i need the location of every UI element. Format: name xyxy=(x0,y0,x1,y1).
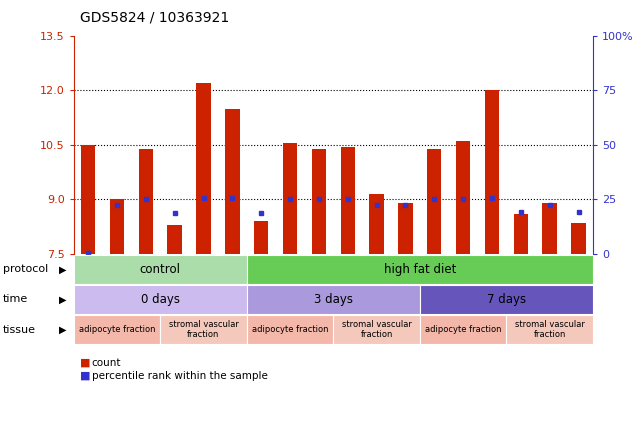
Bar xyxy=(247,315,333,344)
Bar xyxy=(138,148,153,254)
Bar xyxy=(74,285,247,314)
Bar xyxy=(160,315,247,344)
Text: 7 days: 7 days xyxy=(487,293,526,306)
Bar xyxy=(420,315,506,344)
Text: stromal vascular
fraction: stromal vascular fraction xyxy=(169,320,238,339)
Bar xyxy=(542,203,557,254)
Bar xyxy=(427,148,442,254)
Bar xyxy=(74,255,247,284)
Text: ▶: ▶ xyxy=(58,324,66,335)
Bar xyxy=(513,214,528,254)
Text: 0 days: 0 days xyxy=(141,293,179,306)
Bar xyxy=(420,285,593,314)
Bar xyxy=(333,315,420,344)
Bar xyxy=(398,203,413,254)
Bar xyxy=(110,199,124,254)
Bar xyxy=(254,221,269,254)
Bar xyxy=(247,255,593,284)
Text: high fat diet: high fat diet xyxy=(384,263,456,276)
Text: adipocyte fraction: adipocyte fraction xyxy=(79,325,155,334)
Text: ▶: ▶ xyxy=(58,294,66,305)
Text: count: count xyxy=(92,358,121,368)
Bar xyxy=(340,147,355,254)
Text: stromal vascular
fraction: stromal vascular fraction xyxy=(515,320,585,339)
Bar xyxy=(247,285,420,314)
Text: adipocyte fraction: adipocyte fraction xyxy=(425,325,501,334)
Bar xyxy=(369,194,384,254)
Bar xyxy=(485,91,499,254)
Text: ■: ■ xyxy=(80,371,90,381)
Bar xyxy=(456,141,470,254)
Bar xyxy=(225,109,240,254)
Text: tissue: tissue xyxy=(3,324,36,335)
Bar xyxy=(167,225,182,254)
Text: ▶: ▶ xyxy=(58,264,66,275)
Bar xyxy=(571,223,586,254)
Text: control: control xyxy=(140,263,181,276)
Bar xyxy=(196,83,211,254)
Text: stromal vascular
fraction: stromal vascular fraction xyxy=(342,320,412,339)
Text: 3 days: 3 days xyxy=(314,293,353,306)
Text: percentile rank within the sample: percentile rank within the sample xyxy=(92,371,267,381)
Text: GDS5824 / 10363921: GDS5824 / 10363921 xyxy=(80,11,229,25)
Bar xyxy=(283,143,297,254)
Text: time: time xyxy=(3,294,28,305)
Text: protocol: protocol xyxy=(3,264,49,275)
Bar xyxy=(506,315,593,344)
Bar xyxy=(312,148,326,254)
Bar xyxy=(74,315,160,344)
Text: ■: ■ xyxy=(80,358,90,368)
Bar xyxy=(81,145,96,254)
Text: adipocyte fraction: adipocyte fraction xyxy=(252,325,328,334)
